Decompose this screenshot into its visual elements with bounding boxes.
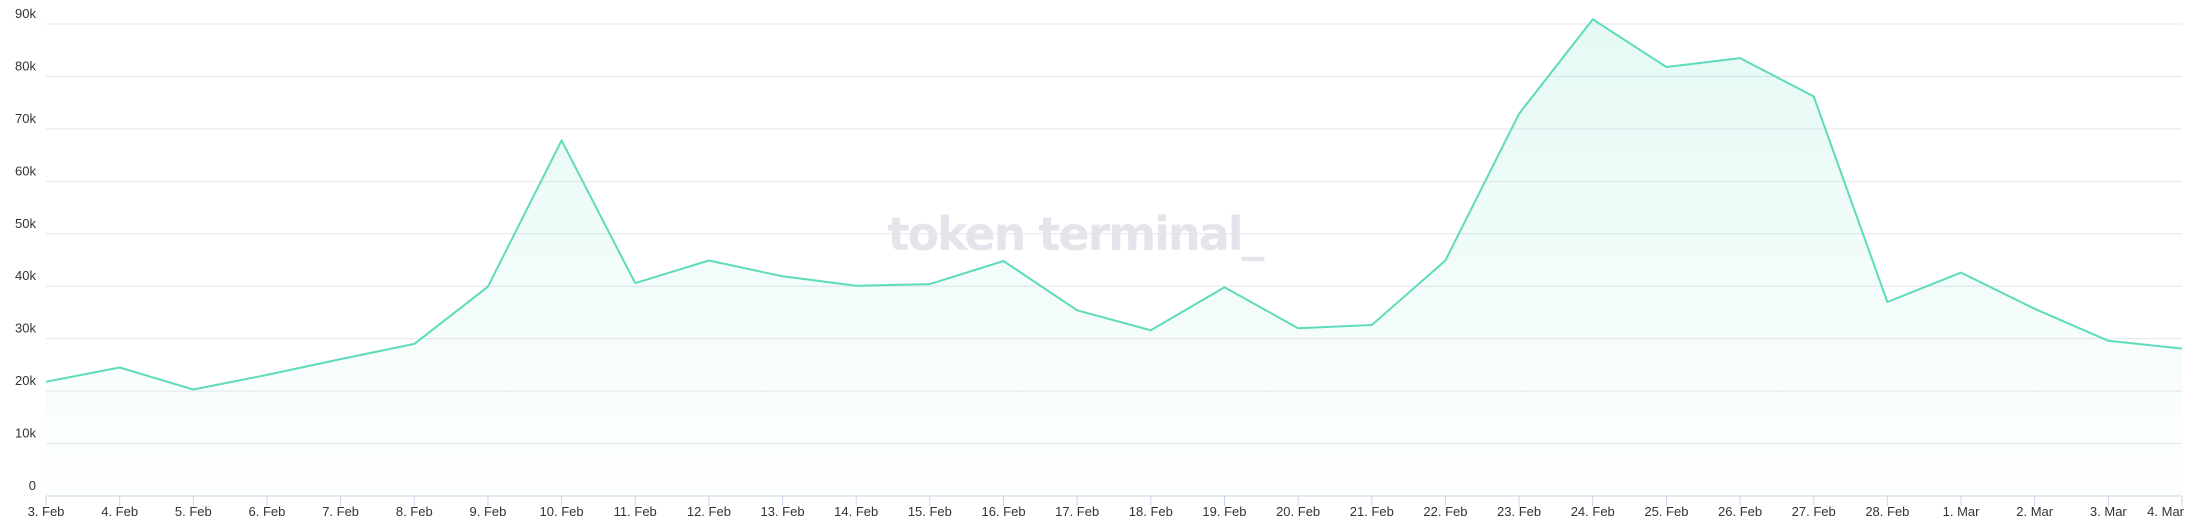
x-tick-label: 16. Feb xyxy=(981,504,1025,519)
data-point-17-feb[interactable] xyxy=(1071,304,1083,316)
x-tick-label: 2. Mar xyxy=(2016,504,2054,519)
data-point-4-feb[interactable] xyxy=(114,362,126,374)
data-point-1-mar[interactable] xyxy=(1955,267,1967,279)
y-tick-label: 40k xyxy=(15,268,36,283)
data-point-24-feb[interactable] xyxy=(1587,13,1599,25)
x-axis: 3. Feb 4. Feb 5. Feb 6. Feb 7. Feb 8. Feb 9. F… xyxy=(28,495,2185,519)
x-tick-label: 3. Mar xyxy=(2090,504,2128,519)
y-tick-label: 20k xyxy=(15,373,36,388)
x-tick-label: 7. Feb xyxy=(322,504,359,519)
data-point-16-feb[interactable] xyxy=(998,255,1010,267)
x-tick-label: 10. Feb xyxy=(540,504,584,519)
data-point-28-feb[interactable] xyxy=(1881,296,1893,308)
x-tick-label: 24. Feb xyxy=(1571,504,1615,519)
data-point-8-feb[interactable] xyxy=(408,338,420,350)
data-point-26-feb[interactable] xyxy=(1734,52,1746,64)
data-point-15-feb[interactable] xyxy=(924,278,936,290)
x-tick-label: 25. Feb xyxy=(1644,504,1688,519)
data-point-5-feb[interactable] xyxy=(187,384,199,396)
x-tick-label: 21. Feb xyxy=(1350,504,1394,519)
x-tick-label: 22. Feb xyxy=(1423,504,1467,519)
data-point-13-feb[interactable] xyxy=(777,270,789,282)
data-point-7-feb[interactable] xyxy=(335,353,347,365)
area-fill xyxy=(46,19,2182,497)
x-tick-label: 6. Feb xyxy=(249,504,286,519)
x-tick-label: 15. Feb xyxy=(908,504,952,519)
x-tick-label: 14. Feb xyxy=(834,504,878,519)
x-tick-label: 17. Feb xyxy=(1055,504,1099,519)
data-point-14-feb[interactable] xyxy=(850,280,862,292)
data-point-20-feb[interactable] xyxy=(1292,322,1304,334)
data-point-3-feb[interactable] xyxy=(40,376,52,388)
x-tick-label: 28. Feb xyxy=(1865,504,1909,519)
y-tick-label: 80k xyxy=(15,58,36,73)
x-tick-label: 19. Feb xyxy=(1202,504,1246,519)
data-point-3-mar[interactable] xyxy=(2102,335,2114,347)
series-line xyxy=(45,18,2183,391)
x-tick-label: 26. Feb xyxy=(1718,504,1762,519)
x-tick-label: 3. Feb xyxy=(28,504,65,519)
x-tick-label: 12. Feb xyxy=(687,504,731,519)
y-tick-label: 30k xyxy=(15,321,36,336)
y-axis: 0 10k 20k 30k 40k 50k 60k 70k 80k 90k xyxy=(15,6,36,493)
watermark-logo: token terminal_ xyxy=(887,207,1264,261)
data-point-22-feb[interactable] xyxy=(1439,255,1451,267)
x-tick-label: 1. Mar xyxy=(1943,504,1981,519)
data-point-6-feb[interactable] xyxy=(261,369,273,381)
y-tick-label: 90k xyxy=(15,6,36,21)
series xyxy=(40,13,2188,497)
x-tick-label: 4. Mar xyxy=(2147,504,2185,519)
data-point-19-feb[interactable] xyxy=(1218,281,1230,293)
y-tick-label: 70k xyxy=(15,111,36,126)
x-tick-label: 8. Feb xyxy=(396,504,433,519)
y-tick-label: 0 xyxy=(29,478,36,493)
x-tick-label: 9. Feb xyxy=(470,504,507,519)
x-tick-label: 23. Feb xyxy=(1497,504,1541,519)
data-point-25-feb[interactable] xyxy=(1660,61,1672,73)
x-tick-label: 18. Feb xyxy=(1129,504,1173,519)
data-point-23-feb[interactable] xyxy=(1513,108,1525,120)
data-point-2-mar[interactable] xyxy=(2029,303,2041,315)
x-tick-label: 13. Feb xyxy=(761,504,805,519)
y-tick-label: 10k xyxy=(15,426,36,441)
y-tick-label: 60k xyxy=(15,163,36,178)
x-tick-label: 11. Feb xyxy=(614,504,657,519)
data-point-10-feb[interactable] xyxy=(556,134,568,146)
y-tick-label: 50k xyxy=(15,216,36,231)
data-point-21-feb[interactable] xyxy=(1366,319,1378,331)
x-tick-label: 27. Feb xyxy=(1792,504,1836,519)
data-point-11-feb[interactable] xyxy=(629,277,641,289)
x-tick-label: 4. Feb xyxy=(101,504,138,519)
data-point-12-feb[interactable] xyxy=(703,255,715,267)
data-point-9-feb[interactable] xyxy=(482,281,494,293)
data-point-27-feb[interactable] xyxy=(1808,90,1820,102)
data-point-4-mar[interactable] xyxy=(2176,343,2188,355)
data-point-18-feb[interactable] xyxy=(1145,324,1157,336)
x-tick-label: 5. Feb xyxy=(175,504,212,519)
x-tick-label: 20. Feb xyxy=(1276,504,1320,519)
